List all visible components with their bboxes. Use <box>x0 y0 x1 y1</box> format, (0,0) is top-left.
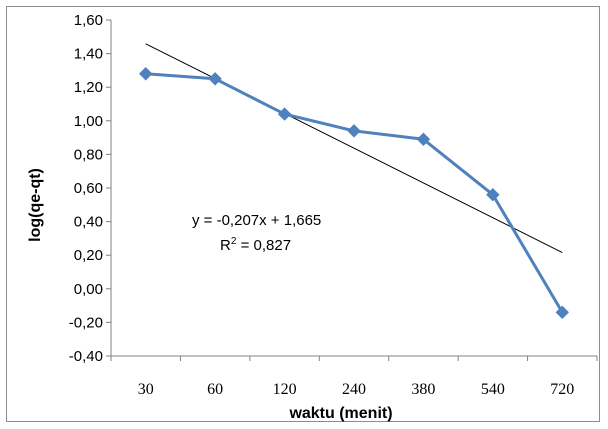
data-point-marker <box>208 72 222 86</box>
data-point-marker <box>277 107 292 121</box>
x-tick-label: 540 <box>481 381 505 398</box>
data-point-marker <box>347 124 361 138</box>
y-tick-label: 1,00 <box>74 113 103 130</box>
series-line <box>145 72 564 314</box>
data-point-marker <box>486 188 500 202</box>
data-point-marker <box>555 305 569 320</box>
y-tick-label: 1,60 <box>74 12 103 29</box>
y-tick-label: 0,80 <box>74 146 103 163</box>
chart-frame <box>6 6 600 422</box>
y-axis-title: log(qe-qt) <box>27 168 44 242</box>
series-layer <box>139 67 569 320</box>
x-tick-label: 720 <box>550 381 574 398</box>
x-tick-label: 240 <box>342 381 366 398</box>
y-tick-label: 0,00 <box>74 281 103 298</box>
trendline-equation: y = -0,207x + 1,665 <box>192 212 321 229</box>
r-squared-prefix: R <box>220 237 231 254</box>
r-squared-value: = 0,827 <box>236 237 291 254</box>
y-tick-label: 0,60 <box>74 180 103 197</box>
data-point-marker <box>416 132 431 146</box>
x-tick-label: 380 <box>411 381 435 398</box>
data-point-marker <box>139 67 153 81</box>
x-tick-label: 60 <box>207 381 223 398</box>
x-tick-labels: 30 60 120 240 380 540 720 <box>138 381 575 398</box>
x-tick-label: 30 <box>138 381 154 398</box>
y-tick-labels: -0,40 -0,20 0,00 0,20 0,40 0,60 0,80 1,00 1,20 1,… <box>69 12 103 365</box>
y-tick-label: -0,20 <box>69 314 103 331</box>
r-squared-superscript: 2 <box>231 236 237 247</box>
y-tick-label: -0,40 <box>69 348 103 365</box>
y-tick-label: 0,40 <box>74 214 103 231</box>
axes <box>106 19 598 361</box>
r-squared-label: R2 = 0,827 <box>220 236 291 254</box>
y-tick-label: 1,20 <box>74 79 103 96</box>
x-tick-label: 120 <box>273 381 297 398</box>
y-tick-label: 0,20 <box>74 247 103 264</box>
x-axis-title: waktu (menit) <box>288 405 392 422</box>
y-tick-label: 1,40 <box>74 46 103 63</box>
